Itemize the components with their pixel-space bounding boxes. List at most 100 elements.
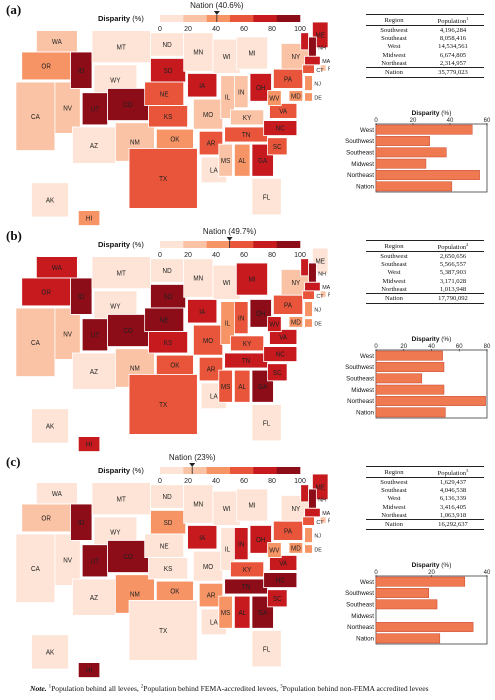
legend-tick: 60 xyxy=(240,26,248,33)
nation-label: Nation (49.7%) xyxy=(203,227,257,236)
state-ky: KY xyxy=(230,561,265,578)
state-tx: TX xyxy=(128,374,198,435)
bar-category-label: Southwest xyxy=(345,364,374,371)
state-ne: NE xyxy=(144,81,185,106)
bar-category-label: Nation xyxy=(356,410,374,417)
state-ky: KY xyxy=(230,109,265,126)
bar-tick: 80 xyxy=(484,344,491,350)
svg-text:RI: RI xyxy=(328,293,330,299)
nation-marker xyxy=(213,11,220,15)
svg-text:RI: RI xyxy=(328,67,330,73)
svg-text:AZ: AZ xyxy=(90,143,98,150)
legend-swatch xyxy=(160,15,184,22)
state-va: VA xyxy=(269,329,298,345)
svg-text:WY: WY xyxy=(110,303,121,310)
bar-category-label: Midwest xyxy=(351,161,374,168)
svg-text:IA: IA xyxy=(199,83,206,90)
legend-title: Disparity (%) xyxy=(98,466,144,475)
state-va: VA xyxy=(269,555,298,571)
table-header-population: Population2 xyxy=(422,239,484,253)
state-sc: SC xyxy=(267,137,288,156)
svg-text:CT: CT xyxy=(316,520,324,526)
svg-text:CT: CT xyxy=(316,68,324,74)
legend-swatch xyxy=(276,241,301,248)
table-row: Southwest 2,650,656 xyxy=(380,252,467,260)
bar xyxy=(375,622,474,632)
svg-text:LA: LA xyxy=(210,167,218,174)
svg-text:MS: MS xyxy=(221,384,231,391)
svg-text:TX: TX xyxy=(159,176,168,183)
bar-frame xyxy=(375,349,488,419)
svg-text:TN: TN xyxy=(242,132,251,139)
legend-tick: 100 xyxy=(294,26,306,33)
svg-text:SD: SD xyxy=(164,520,173,527)
svg-text:SC: SC xyxy=(273,144,282,151)
state-ok: OK xyxy=(155,354,194,375)
bar-frame xyxy=(375,123,488,193)
state-ri: RI xyxy=(319,64,330,73)
state-ma: MA xyxy=(304,55,330,65)
panel-c: (c) Nation (23%) Disparity (%) 0 20 40 60 80 100… xyxy=(0,452,495,682)
svg-text:NJ: NJ xyxy=(314,82,321,88)
svg-text:CO: CO xyxy=(123,554,132,561)
color-legend: Nation (40.6%) Disparity (%) 0 20 40 60 80 100 xyxy=(98,1,306,33)
state-oh: OH xyxy=(249,73,272,102)
state-in: IN xyxy=(234,75,249,109)
svg-text:ID: ID xyxy=(78,294,85,301)
state-pa: PA xyxy=(273,520,304,541)
bar-tick: 0 xyxy=(374,570,378,576)
svg-text:MO: MO xyxy=(203,112,213,119)
state-nc: NC xyxy=(263,346,298,362)
bar xyxy=(375,136,430,146)
state-hi: HI xyxy=(77,436,101,452)
svg-text:IL: IL xyxy=(225,94,231,101)
svg-text:MA: MA xyxy=(322,511,330,517)
bar xyxy=(375,181,453,192)
svg-text:MO: MO xyxy=(203,338,213,345)
svg-text:ID: ID xyxy=(78,68,85,75)
svg-text:MD: MD xyxy=(291,319,301,326)
svg-text:IN: IN xyxy=(238,541,245,548)
state-hi: HI xyxy=(77,662,101,678)
svg-text:AZ: AZ xyxy=(90,595,98,602)
svg-text:AR: AR xyxy=(207,593,216,600)
state-fl: FL xyxy=(251,403,282,442)
footnote: Note. 1Population behind all levees, 2Po… xyxy=(30,684,429,693)
color-legend: Nation (49.7%) Disparity (%) 0 20 40 60 80 100 xyxy=(98,227,306,259)
svg-text:FL: FL xyxy=(263,420,271,427)
svg-text:AZ: AZ xyxy=(90,369,98,376)
svg-text:PA: PA xyxy=(284,302,293,309)
svg-text:OR: OR xyxy=(41,63,51,70)
nation-label: Nation (40.6%) xyxy=(190,1,244,10)
svg-text:NM: NM xyxy=(130,139,140,146)
bar-category-label: Southeast xyxy=(346,150,374,157)
table-row: Southeast 8,058,416 xyxy=(381,35,467,43)
state-wv: WV xyxy=(267,316,282,332)
legend-swatch xyxy=(183,15,207,22)
bar xyxy=(375,373,423,384)
state-ca: CA xyxy=(15,533,56,603)
bar-tick: 60 xyxy=(484,118,491,124)
table-row: Southeast 5,566,557 xyxy=(381,261,467,269)
state-ia: IA xyxy=(187,73,218,98)
svg-text:ND: ND xyxy=(163,268,172,275)
state-de: DE xyxy=(304,92,322,102)
state-ar: AR xyxy=(198,582,224,608)
bar-frame xyxy=(375,575,488,645)
legend-swatch xyxy=(276,15,301,22)
svg-text:HI: HI xyxy=(86,668,92,675)
state-nc: NC xyxy=(263,120,298,136)
svg-text:SC: SC xyxy=(273,370,282,377)
state-ct: CT xyxy=(302,290,324,300)
svg-text:VA: VA xyxy=(279,560,288,567)
state-nj: NJ xyxy=(304,75,321,91)
svg-text:ID: ID xyxy=(78,520,85,527)
legend-swatch xyxy=(206,241,231,248)
nation-label: Nation (23%) xyxy=(169,453,216,462)
state-az: AZ xyxy=(72,352,116,390)
svg-text:IN: IN xyxy=(238,315,245,322)
svg-text:AL: AL xyxy=(238,158,246,165)
svg-text:CA: CA xyxy=(31,114,40,121)
state-in: IN xyxy=(234,527,249,561)
state-or: OR xyxy=(21,51,71,81)
